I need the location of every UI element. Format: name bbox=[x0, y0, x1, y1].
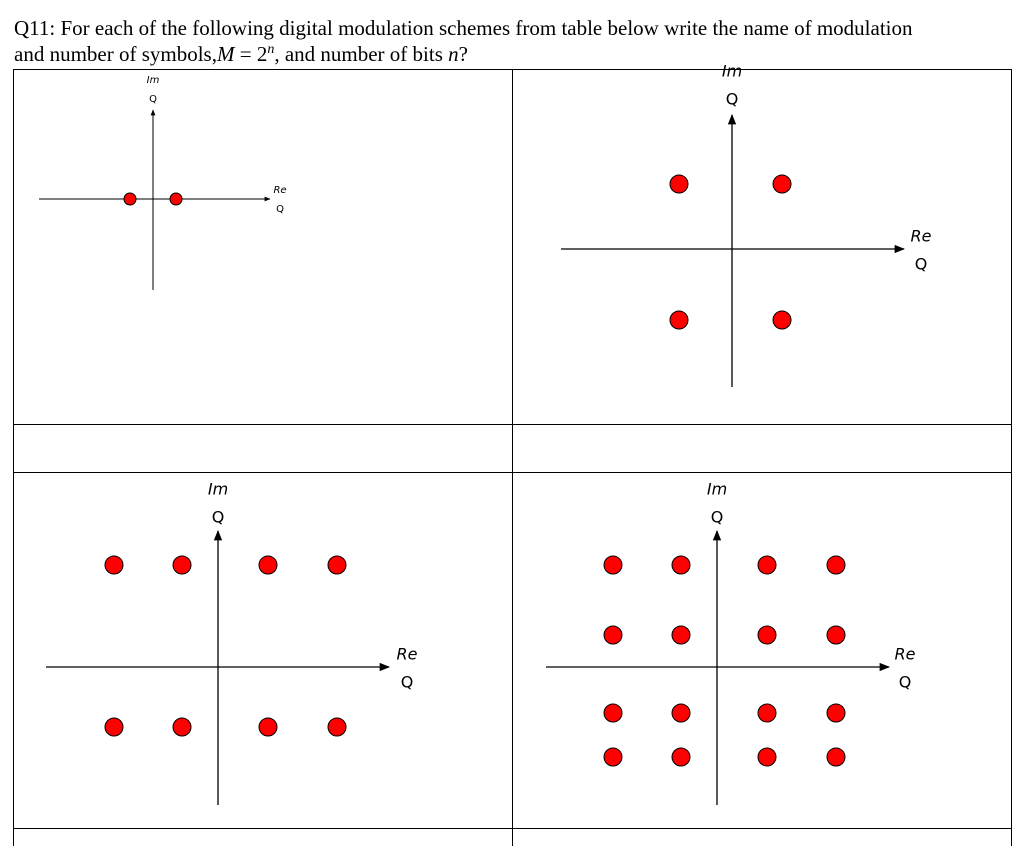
question-line: and number of symbols,M = 2n, and number… bbox=[14, 42, 468, 67]
axis-label: Q bbox=[726, 90, 739, 109]
axis-label: Re bbox=[273, 185, 286, 196]
symbol-point bbox=[104, 717, 124, 737]
symbol-point bbox=[258, 717, 278, 737]
symbol-point bbox=[603, 625, 623, 645]
axis-label: Q bbox=[899, 673, 912, 692]
symbol-point bbox=[757, 625, 777, 645]
symbol-point bbox=[104, 555, 124, 575]
math: n bbox=[448, 42, 459, 66]
symbol-point bbox=[757, 703, 777, 723]
symbol-point bbox=[258, 555, 278, 575]
axis-label: Im bbox=[722, 62, 742, 81]
axis-label: Im bbox=[208, 480, 228, 499]
symbol-point bbox=[671, 747, 691, 767]
axis-label: Im bbox=[147, 75, 160, 86]
table-grid bbox=[13, 69, 1012, 846]
symbol-point bbox=[671, 555, 691, 575]
axis-label: Re bbox=[911, 227, 932, 246]
constellation: Im Q Re Q bbox=[546, 480, 916, 805]
symbol-point bbox=[671, 703, 691, 723]
axis-label: Q bbox=[149, 94, 157, 105]
axis-label: Q bbox=[276, 204, 284, 215]
symbol-point bbox=[172, 717, 192, 737]
symbol-point bbox=[327, 717, 347, 737]
symbol-point bbox=[826, 625, 846, 645]
symbol-point bbox=[603, 555, 623, 575]
symbol-point bbox=[757, 555, 777, 575]
text: and number of symbols, bbox=[14, 42, 217, 66]
text: , and number of bits bbox=[274, 42, 449, 66]
math: M bbox=[216, 42, 235, 66]
math: n bbox=[267, 42, 275, 57]
axis-label: Q bbox=[401, 673, 414, 692]
math: = 2 bbox=[234, 42, 268, 66]
axis-label: Im bbox=[707, 480, 727, 499]
constellation: Im Q Re Q bbox=[46, 480, 418, 805]
axis-label: Q bbox=[711, 508, 724, 527]
constellation: Im Q Re Q bbox=[39, 75, 287, 290]
question-line: Q11: For each of the following digital m… bbox=[14, 16, 913, 40]
axis-label: Q bbox=[915, 255, 928, 274]
symbol-point bbox=[826, 747, 846, 767]
symbol-point bbox=[826, 555, 846, 575]
symbols bbox=[104, 555, 347, 737]
symbol-point bbox=[757, 747, 777, 767]
symbol-point bbox=[172, 555, 192, 575]
constellation: Im Q Re Q bbox=[561, 62, 932, 387]
axis-label: Re bbox=[895, 645, 916, 664]
symbol-point bbox=[603, 703, 623, 723]
text: ? bbox=[458, 42, 468, 66]
symbol-point bbox=[826, 703, 846, 723]
axis-label: Q bbox=[212, 508, 225, 527]
symbol-point bbox=[671, 625, 691, 645]
symbol-point bbox=[603, 747, 623, 767]
symbols bbox=[603, 555, 846, 767]
axis-label: Re bbox=[397, 645, 418, 664]
symbol-point bbox=[327, 555, 347, 575]
